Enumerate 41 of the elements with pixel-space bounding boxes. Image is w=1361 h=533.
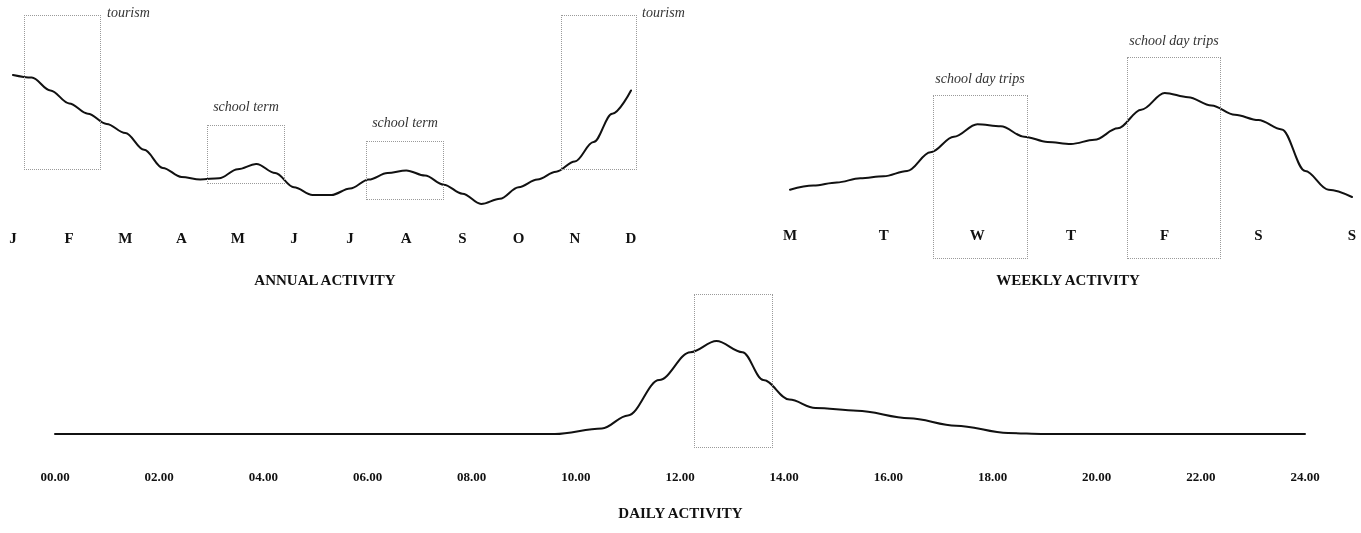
text: school day trips <box>934 70 1026 88</box>
x-tick-label: 06.00 <box>352 469 383 484</box>
x-tick-label: T <box>878 226 889 243</box>
text: DAILY ACTIVITY <box>618 504 743 521</box>
x-tick-label: T <box>1065 226 1077 243</box>
x-tick-label: N <box>569 229 581 246</box>
x-tick-label: J <box>290 229 299 246</box>
x-tick-label: M <box>782 226 798 243</box>
x-tick-label: 00.00 <box>40 469 70 484</box>
x-tick-label: 10.00 <box>561 469 591 484</box>
annotation: school term <box>212 98 280 116</box>
x-tick-label: A <box>176 229 188 246</box>
x-tick-label: J <box>9 229 18 246</box>
annotation: school term <box>371 114 439 132</box>
x-tick-label: S <box>458 229 467 246</box>
x-tick-label: A <box>400 229 412 246</box>
x-tick-label: M <box>118 229 133 246</box>
text: tourism <box>107 4 150 22</box>
x-tick-label: D <box>625 229 637 246</box>
x-tick-label: 18.00 <box>977 469 1008 484</box>
x-tick-label: 16.00 <box>873 469 903 484</box>
x-tick-label: M <box>230 229 245 246</box>
text: tourism <box>642 4 685 22</box>
x-tick-label: F <box>64 229 74 246</box>
x-tick-label: S <box>1347 226 1357 243</box>
text: WEEKLY ACTIVITY <box>996 271 1140 288</box>
x-tick-label: 08.00 <box>457 469 487 484</box>
text: ANNUAL ACTIVITY <box>254 271 396 288</box>
x-tick-label: 02.00 <box>144 469 174 484</box>
x-tick-label: O <box>512 229 525 246</box>
text: school day trips <box>1128 32 1220 50</box>
x-tick-label: 24.00 <box>1290 469 1320 484</box>
x-tick-label: 20.00 <box>1082 469 1112 484</box>
x-tick-label: F <box>1160 226 1170 243</box>
x-tick-label: 04.00 <box>248 469 278 484</box>
x-tick-label: S <box>1254 226 1263 243</box>
x-tick-label: J <box>346 229 355 246</box>
x-tick-label: 12.00 <box>665 469 695 484</box>
x-tick-label: 14.00 <box>769 469 799 484</box>
x-tick-label: 22.00 <box>1186 469 1216 484</box>
x-tick-label: W <box>969 226 985 243</box>
